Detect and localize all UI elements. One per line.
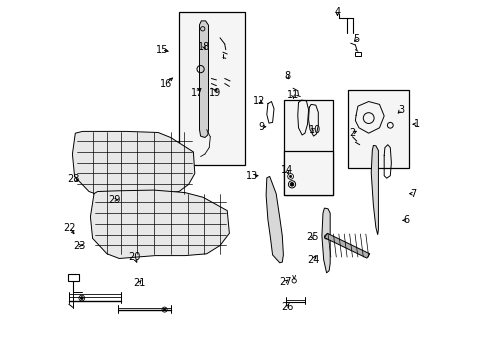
Text: 8: 8 (284, 71, 289, 81)
Text: 7: 7 (410, 189, 416, 199)
Text: 21: 21 (133, 278, 145, 288)
Text: 19: 19 (208, 88, 221, 98)
Bar (178, 12, 244, 165)
Polygon shape (321, 208, 329, 273)
Text: 22: 22 (63, 222, 76, 233)
Text: 15: 15 (155, 45, 167, 55)
Text: 20: 20 (128, 252, 141, 262)
Text: 17: 17 (190, 88, 203, 98)
Text: 14: 14 (280, 165, 292, 175)
Text: 5: 5 (352, 34, 359, 44)
Polygon shape (90, 190, 229, 258)
Text: 25: 25 (305, 232, 318, 242)
Text: 23: 23 (73, 240, 85, 251)
Bar (347, 90, 408, 168)
Circle shape (80, 297, 83, 300)
Text: 1: 1 (413, 119, 419, 129)
Text: 2: 2 (348, 128, 355, 138)
Polygon shape (72, 131, 194, 196)
Text: 28: 28 (67, 174, 80, 184)
Text: 4: 4 (334, 6, 340, 17)
Text: 16: 16 (160, 78, 172, 89)
Bar (68, 274, 79, 281)
Text: 12: 12 (252, 96, 264, 106)
Circle shape (163, 309, 165, 311)
Text: 3: 3 (397, 105, 404, 115)
Polygon shape (265, 176, 283, 263)
Text: 18: 18 (198, 42, 210, 52)
Text: 9: 9 (258, 122, 264, 132)
Text: 27: 27 (279, 276, 291, 287)
Text: 10: 10 (308, 125, 320, 135)
Text: 24: 24 (307, 255, 319, 265)
Text: 13: 13 (246, 171, 258, 181)
Circle shape (289, 175, 291, 177)
Text: 6: 6 (403, 215, 409, 225)
Text: 11: 11 (286, 90, 299, 100)
Polygon shape (370, 145, 378, 235)
Text: 26: 26 (280, 302, 293, 312)
Text: 29: 29 (108, 195, 120, 205)
Polygon shape (324, 233, 369, 258)
Polygon shape (199, 21, 208, 138)
Bar (283, 151, 332, 195)
Bar (355, 52, 360, 56)
Circle shape (289, 183, 293, 186)
Bar (283, 100, 332, 195)
